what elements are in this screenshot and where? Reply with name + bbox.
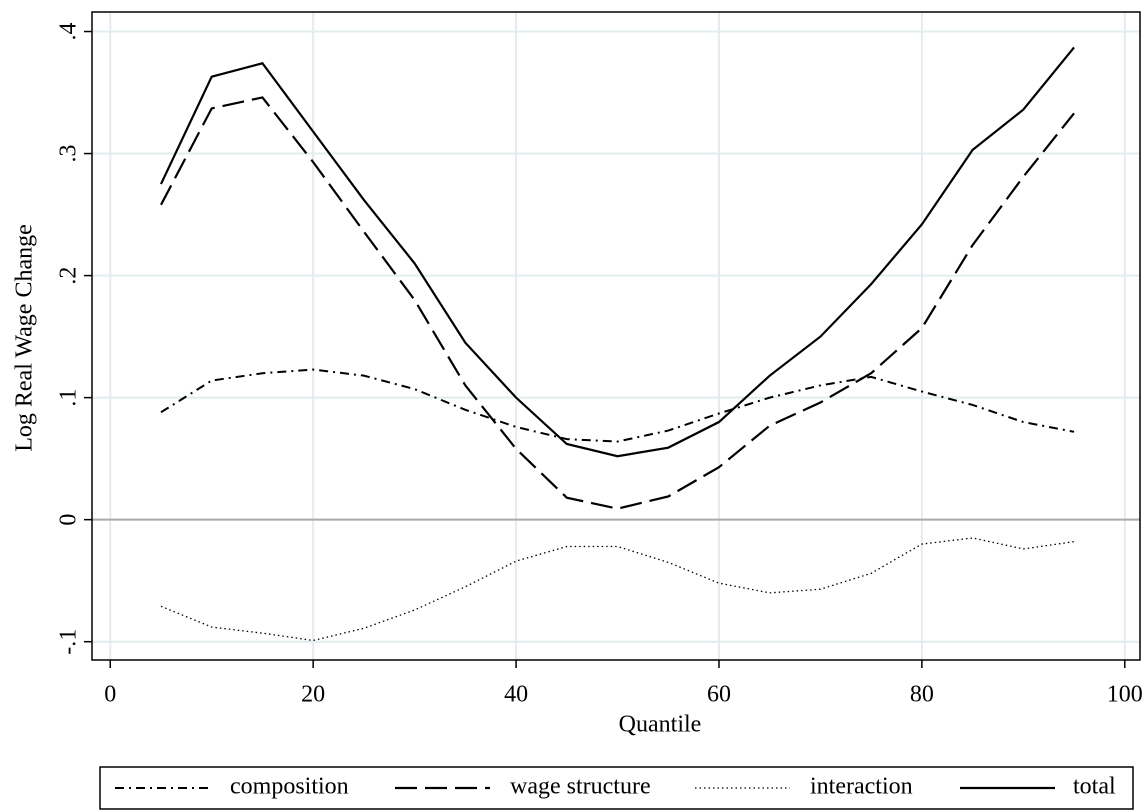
series-line: [160, 96, 1075, 510]
x-axis-title: Quantile: [619, 712, 702, 738]
series-line: [159, 46, 1075, 458]
plot-frame: [91, 11, 1141, 661]
legend-label: total: [1073, 774, 1116, 800]
series-line: [160, 537, 1075, 642]
y-tick-label: .2: [56, 267, 82, 285]
series-line: [160, 368, 1075, 443]
x-tick-label: 20: [301, 682, 325, 708]
x-tick-label: 100: [1107, 682, 1143, 708]
x-tick-label: 40: [504, 682, 528, 708]
y-tick-label: .3: [56, 145, 82, 163]
x-tick-label: 0: [104, 682, 116, 708]
y-tick-label: .1: [56, 389, 82, 407]
legend-label: wage structure: [510, 774, 651, 800]
x-tick-label: 60: [707, 682, 731, 708]
legend-label: interaction: [810, 774, 913, 800]
y-tick-label: 0: [56, 514, 82, 526]
legend-box: [99, 766, 1134, 810]
y-tick-label: -.1: [56, 629, 82, 655]
y-tick-label: .4: [56, 23, 82, 41]
plot-area: [92, 12, 1140, 660]
legend-label: composition: [230, 774, 349, 800]
x-tick-label: 80: [910, 682, 934, 708]
y-axis-title: Log Real Wage Change: [12, 224, 38, 452]
